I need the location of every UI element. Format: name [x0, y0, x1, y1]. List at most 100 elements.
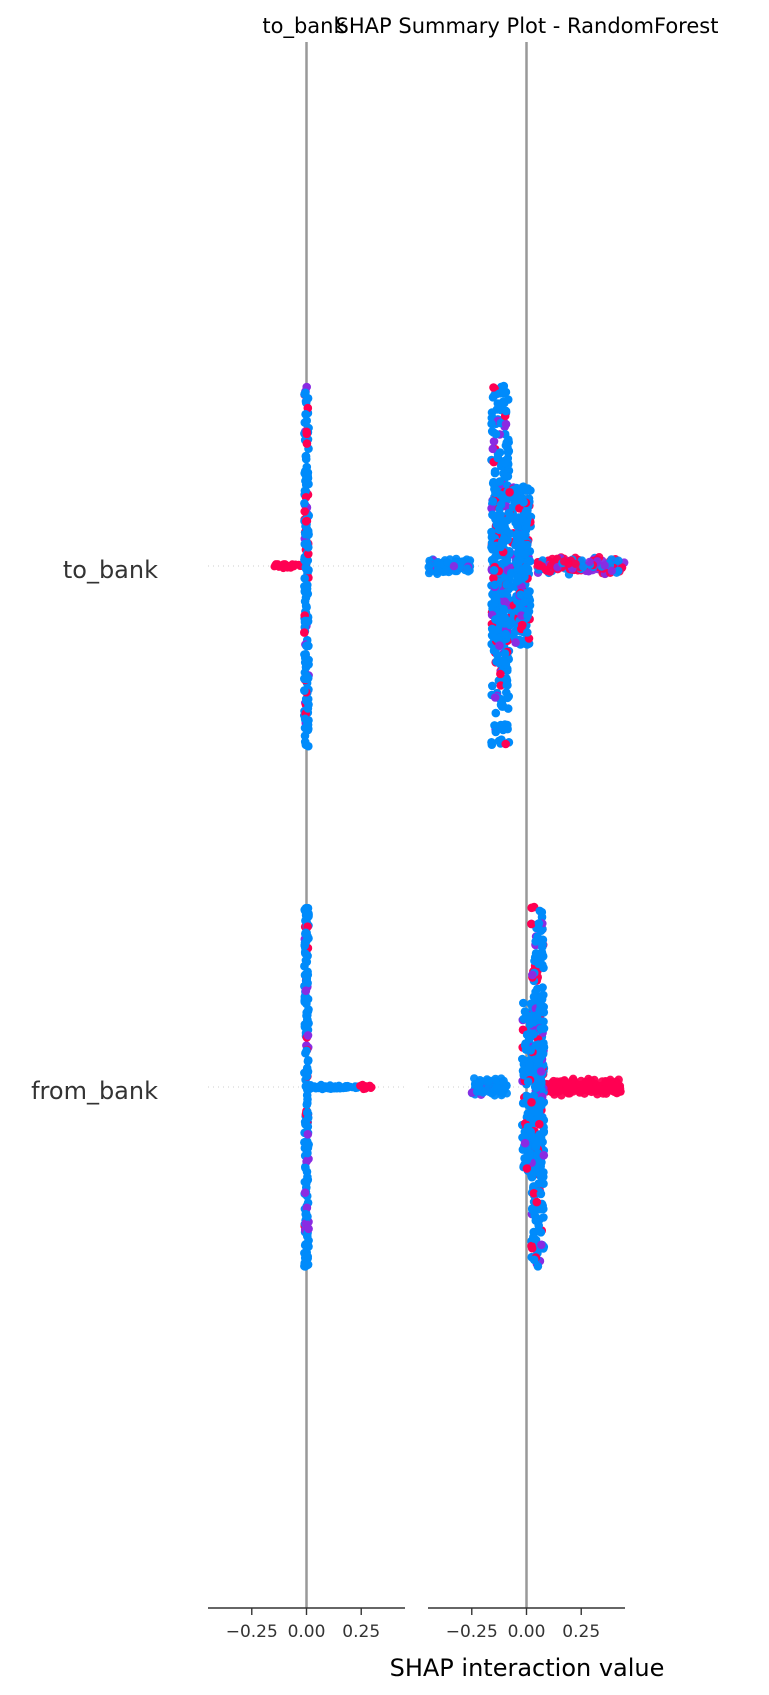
point [294, 560, 303, 569]
point [538, 960, 547, 970]
point [490, 721, 499, 730]
point [606, 1075, 615, 1085]
point [301, 451, 311, 461]
point [491, 727, 501, 737]
row-from-bank [428, 902, 625, 1271]
point [302, 439, 312, 448]
point [515, 557, 524, 566]
point [496, 500, 506, 509]
point [487, 738, 496, 747]
point [326, 1084, 334, 1092]
row-to-bank [208, 382, 405, 751]
point [497, 702, 507, 711]
point [534, 1058, 543, 1068]
point [490, 598, 499, 607]
x-tick-label: 0.00 [288, 1622, 326, 1642]
point [537, 1101, 546, 1110]
point [282, 563, 291, 571]
point [490, 693, 500, 702]
point [492, 634, 502, 644]
point [522, 518, 531, 527]
point [491, 708, 501, 718]
point [303, 1239, 312, 1249]
point [302, 977, 311, 986]
point [302, 1167, 312, 1177]
point [304, 1224, 313, 1234]
point [499, 1076, 508, 1086]
point [302, 1203, 312, 1213]
point [303, 994, 313, 1004]
point [496, 510, 505, 520]
point [499, 381, 509, 391]
point [521, 507, 531, 517]
point [614, 566, 623, 576]
point [482, 1085, 491, 1095]
point [520, 597, 529, 607]
panels-layer: −0.25 0.00 0.25 −0.25 0.00 0.25 [208, 42, 629, 1642]
point [523, 611, 532, 620]
point [525, 1152, 534, 1161]
point [495, 641, 504, 650]
point [302, 1157, 311, 1166]
point [449, 562, 459, 571]
point [489, 573, 498, 583]
point [516, 590, 526, 599]
row-from-bank [208, 903, 405, 1271]
point [496, 542, 505, 552]
point [300, 737, 310, 747]
point [488, 681, 497, 691]
point [511, 638, 520, 647]
point [536, 1052, 546, 1061]
point [303, 1130, 313, 1139]
point [523, 1077, 533, 1087]
point [340, 1083, 348, 1091]
point [302, 427, 311, 437]
point [301, 556, 311, 566]
point [301, 986, 311, 995]
point [499, 604, 509, 614]
point [523, 628, 532, 637]
point [536, 1067, 546, 1076]
point [425, 560, 435, 569]
point [502, 556, 512, 566]
point [531, 1041, 541, 1050]
point [488, 497, 498, 506]
point [522, 590, 532, 599]
point [496, 521, 505, 531]
point [487, 504, 496, 513]
point [531, 937, 540, 946]
point [501, 629, 511, 639]
point [517, 485, 527, 495]
point [496, 669, 505, 679]
point [522, 1164, 532, 1173]
x-tick-label: −0.25 [226, 1622, 278, 1642]
point [530, 1135, 540, 1145]
point [590, 1085, 599, 1094]
point [503, 693, 512, 703]
point [607, 566, 616, 575]
point [300, 469, 310, 478]
point [535, 1119, 544, 1129]
point [300, 714, 310, 724]
point [531, 949, 541, 958]
point [524, 1112, 534, 1122]
point [302, 957, 312, 967]
point [539, 1127, 549, 1136]
point [536, 1189, 546, 1199]
point [300, 686, 309, 695]
point [535, 906, 545, 916]
point [529, 1189, 539, 1198]
point [300, 905, 310, 915]
point [491, 1074, 500, 1084]
point [300, 1177, 310, 1187]
point [522, 1091, 532, 1101]
point [303, 1141, 313, 1150]
point [357, 1081, 366, 1089]
point [489, 566, 499, 575]
point [302, 696, 311, 705]
point [289, 561, 297, 570]
feature-label-from-bank: from_bank [31, 1077, 158, 1105]
point [301, 410, 310, 419]
point [301, 1020, 311, 1030]
point [534, 560, 544, 569]
